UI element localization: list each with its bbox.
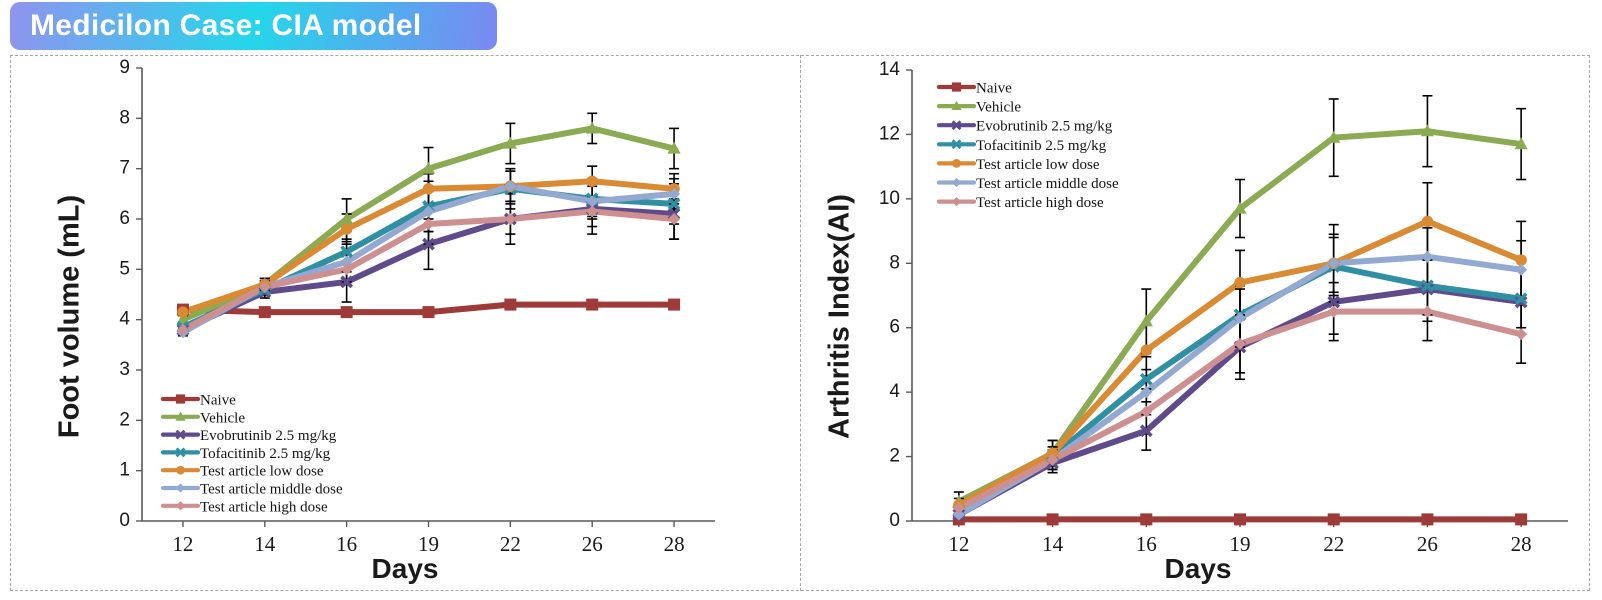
svg-text:14: 14	[254, 532, 276, 556]
svg-text:4: 4	[889, 381, 900, 402]
svg-text:Naive: Naive	[200, 393, 236, 409]
svg-text:28: 28	[1511, 532, 1532, 556]
svg-text:26: 26	[1417, 532, 1438, 556]
svg-text:3: 3	[119, 359, 130, 380]
svg-text:Tofacitinib 2.5 mg/kg: Tofacitinib 2.5 mg/kg	[976, 138, 1107, 154]
svg-text:26: 26	[582, 532, 603, 556]
svg-text:1: 1	[119, 460, 130, 481]
svg-text:Test article high dose: Test article high dose	[200, 499, 328, 515]
svg-text:12: 12	[172, 532, 193, 556]
svg-text:Evobrutinib 2.5 mg/kg: Evobrutinib 2.5 mg/kg	[976, 119, 1113, 135]
svg-text:4: 4	[119, 309, 130, 330]
svg-text:14: 14	[1042, 532, 1064, 556]
svg-text:7: 7	[119, 158, 130, 179]
svg-text:16: 16	[336, 532, 357, 556]
svg-text:16: 16	[1136, 532, 1157, 556]
svg-text:2: 2	[889, 446, 900, 467]
svg-text:Naive: Naive	[976, 81, 1012, 97]
svg-text:19: 19	[418, 532, 439, 556]
svg-text:19: 19	[1230, 532, 1251, 556]
svg-text:22: 22	[1323, 532, 1344, 556]
svg-text:Vehicle: Vehicle	[976, 100, 1021, 116]
svg-text:Test article high dose: Test article high dose	[976, 195, 1104, 211]
svg-text:12: 12	[948, 532, 969, 556]
svg-text:9: 9	[119, 57, 130, 78]
svg-text:Test article low dose: Test article low dose	[200, 464, 324, 480]
svg-text:Test article middle dose: Test article middle dose	[976, 176, 1119, 192]
svg-text:Vehicle: Vehicle	[200, 410, 245, 426]
svg-text:14: 14	[879, 59, 901, 80]
svg-text:6: 6	[889, 317, 900, 338]
svg-text:Test article low dose: Test article low dose	[976, 157, 1100, 173]
svg-text:0: 0	[119, 510, 130, 531]
svg-text:6: 6	[119, 208, 130, 229]
svg-text:10: 10	[879, 188, 900, 209]
svg-text:5: 5	[119, 258, 130, 279]
svg-text:Evobrutinib 2.5 mg/kg: Evobrutinib 2.5 mg/kg	[200, 428, 337, 444]
svg-text:Tofacitinib 2.5 mg/kg: Tofacitinib 2.5 mg/kg	[200, 446, 331, 462]
svg-text:Test article middle dose: Test article middle dose	[200, 482, 343, 498]
svg-text:8: 8	[889, 252, 900, 273]
svg-text:12: 12	[879, 123, 900, 144]
svg-text:8: 8	[119, 107, 130, 128]
svg-text:2: 2	[119, 409, 130, 430]
svg-text:22: 22	[500, 532, 521, 556]
svg-text:28: 28	[664, 532, 685, 556]
svg-text:0: 0	[889, 510, 900, 531]
